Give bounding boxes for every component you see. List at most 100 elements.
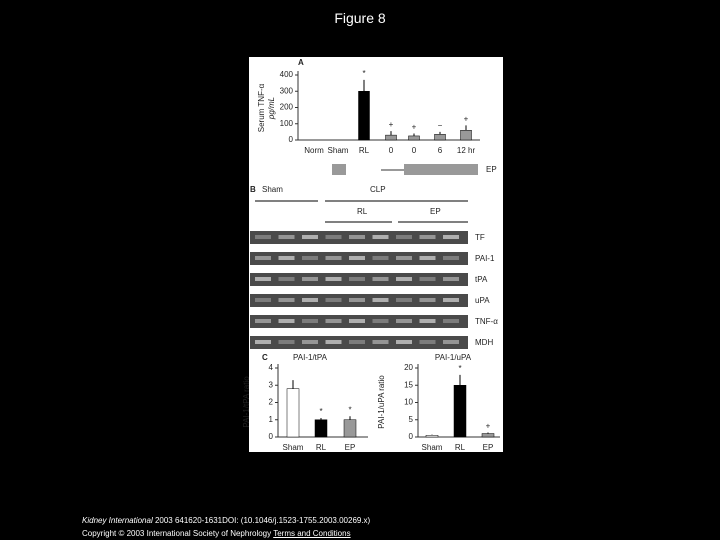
- gel-band: [443, 235, 459, 239]
- x-tick-label: RL: [359, 146, 370, 155]
- ep-bar: [332, 164, 346, 175]
- gel-band: [302, 256, 318, 260]
- bar: [460, 130, 472, 141]
- gel-band: [419, 319, 436, 323]
- gel-band: [325, 340, 342, 344]
- gel-band: [443, 256, 459, 260]
- gel-band: [302, 319, 318, 323]
- x-tick-label: 0: [389, 146, 394, 155]
- x-tick-label: EP: [483, 443, 494, 452]
- significance-marker: +: [464, 114, 469, 123]
- bar: [286, 388, 300, 438]
- gel-band: [302, 298, 318, 302]
- y-label: PAI-1/uPA ratio: [377, 375, 386, 429]
- gel-band: [443, 319, 459, 323]
- gel-band: [325, 235, 342, 239]
- gel-band: [255, 298, 271, 302]
- x-tick-label: 12 hr: [457, 146, 476, 155]
- group-label: EP: [430, 207, 441, 216]
- gel-lane: [250, 336, 468, 349]
- gel-band: [349, 277, 365, 281]
- gel-band: [325, 277, 342, 281]
- gel-band: [349, 256, 365, 260]
- x-tick-label: RL: [455, 443, 466, 452]
- y-tick-label: 0: [269, 432, 274, 441]
- bar: [408, 135, 420, 141]
- y-label: PAI-1/tPA ratio: [242, 376, 251, 428]
- gel-band: [325, 256, 342, 260]
- gel-band: [325, 298, 342, 302]
- group-label: CLP: [370, 185, 386, 194]
- chart-title: PAI-1/uPA: [435, 353, 472, 362]
- x-tick-label: 6: [438, 146, 443, 155]
- gel-band: [302, 340, 318, 344]
- y-tick-label: 4: [269, 363, 274, 372]
- gel-band: [278, 277, 295, 281]
- bar: [314, 419, 328, 438]
- chart-title: PAI-1/tPA: [293, 353, 328, 362]
- y-tick-label: 10: [404, 398, 413, 407]
- gel-band: [349, 235, 365, 239]
- gene-label: TF: [475, 233, 485, 242]
- significance-marker: +: [412, 123, 417, 132]
- significance-marker: *: [348, 405, 351, 414]
- significance-marker: *: [458, 364, 461, 373]
- copyright: Copyright © 2003 International Society o…: [82, 529, 274, 538]
- significance-marker: *: [362, 69, 365, 78]
- y-tick-label: 1: [269, 415, 274, 424]
- gel-band: [372, 256, 389, 260]
- gel-band: [349, 319, 365, 323]
- gel-band: [349, 340, 365, 344]
- ep-label: EP: [486, 165, 497, 174]
- gel-band: [396, 298, 412, 302]
- significance-marker: +: [486, 422, 491, 431]
- gel-band: [278, 340, 295, 344]
- terms-link[interactable]: Terms and Conditions: [273, 529, 351, 538]
- gene-label: TNF-α: [475, 317, 498, 326]
- bar: [385, 134, 397, 141]
- panel-label: C: [262, 353, 268, 362]
- citation-line: Copyright © 2003 International Society o…: [82, 527, 370, 540]
- y-tick-label: 100: [280, 119, 294, 128]
- bar: [434, 134, 446, 141]
- gel-band: [255, 340, 271, 344]
- bar: [453, 385, 467, 438]
- citation-line: Kidney International 2003 641620-1631DOI…: [82, 514, 370, 527]
- significance-marker: −: [438, 121, 443, 130]
- gel-band: [396, 256, 412, 260]
- gel-band: [255, 256, 271, 260]
- y-tick-label: 0: [409, 432, 414, 441]
- citation: Kidney International 2003 641620-1631DOI…: [82, 514, 370, 540]
- y-tick-label: 400: [280, 70, 294, 79]
- y-tick-label: 0: [289, 135, 294, 144]
- gel-band: [255, 235, 271, 239]
- gel-band: [302, 235, 318, 239]
- gel-band: [419, 277, 436, 281]
- y-label: Serum TNF-α: [257, 83, 266, 132]
- x-tick-label: Sham: [283, 443, 304, 452]
- gel-band: [396, 319, 412, 323]
- gel-band: [372, 298, 389, 302]
- group-label: Sham: [262, 185, 283, 194]
- x-tick-label: 0: [412, 146, 417, 155]
- x-tick-label: Sham: [422, 443, 443, 452]
- gel-band: [419, 340, 436, 344]
- panel-label: B: [250, 185, 256, 194]
- x-tick-label: Norm: [304, 146, 324, 155]
- slide-title: Figure 8: [334, 10, 386, 26]
- bar: [425, 435, 439, 438]
- gel-band: [325, 319, 342, 323]
- gel-band: [278, 235, 295, 239]
- x-tick-label: RL: [316, 443, 327, 452]
- gel-band: [443, 340, 459, 344]
- y-tick-label: 300: [280, 86, 294, 95]
- gel-band: [255, 277, 271, 281]
- gene-label: MDH: [475, 338, 493, 347]
- gel-band: [419, 298, 436, 302]
- gel-band: [278, 319, 295, 323]
- y-tick-label: 15: [404, 380, 413, 389]
- gel-band: [372, 340, 389, 344]
- y-tick-label: 200: [280, 103, 294, 112]
- gel-band: [443, 277, 459, 281]
